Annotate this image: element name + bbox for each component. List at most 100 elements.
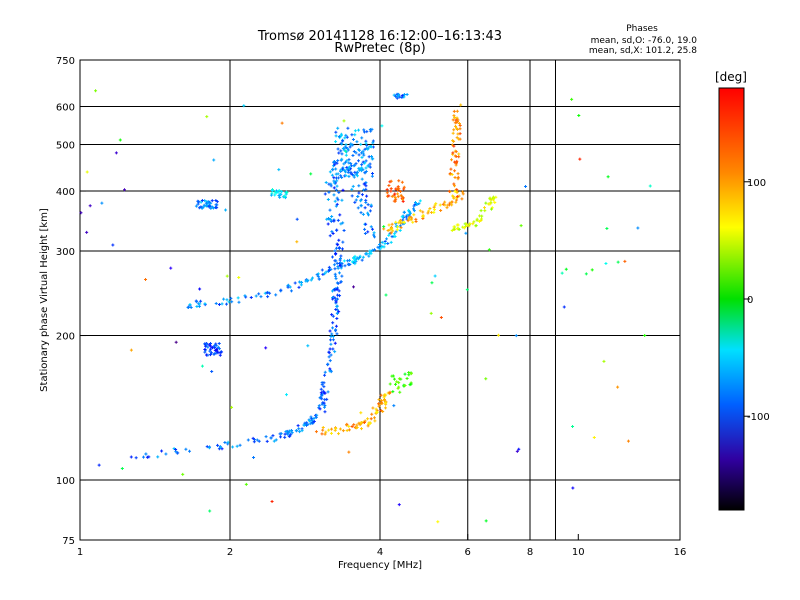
data-point: [517, 447, 521, 451]
data-point: [362, 182, 366, 186]
data-point: [465, 288, 469, 292]
data-point: [348, 145, 352, 149]
data-point: [200, 199, 204, 203]
data-point: [346, 148, 350, 152]
data-point: [337, 432, 341, 436]
data-point: [246, 438, 250, 442]
data-point: [443, 203, 447, 207]
data-point: [328, 369, 332, 373]
data-point: [343, 136, 347, 140]
data-point: [368, 209, 372, 213]
data-point: [332, 193, 336, 197]
data-point: [387, 194, 391, 198]
data-point: [342, 119, 346, 123]
data-point: [389, 189, 393, 193]
data-point: [346, 262, 350, 266]
data-point: [175, 451, 179, 455]
data-point: [407, 217, 411, 221]
data-point: [340, 175, 344, 179]
data-point: [571, 424, 575, 428]
data-point: [283, 194, 287, 198]
data-point: [362, 130, 366, 134]
data-point: [351, 137, 355, 141]
data-point: [295, 240, 299, 244]
data-point: [332, 179, 336, 183]
data-point: [364, 222, 368, 226]
data-point: [366, 211, 370, 215]
data-point: [429, 311, 433, 315]
data-point: [357, 153, 361, 157]
data-point: [326, 390, 330, 394]
data-point: [257, 439, 261, 443]
data-point: [389, 187, 393, 191]
data-point: [584, 272, 588, 276]
data-point: [461, 225, 465, 229]
data-point: [405, 213, 409, 217]
data-point: [374, 407, 378, 411]
data-point: [326, 222, 330, 226]
y-tick-label: 75: [62, 536, 75, 547]
data-point: [412, 204, 416, 208]
data-point: [402, 95, 406, 99]
data-point: [219, 350, 223, 354]
data-point: [323, 192, 327, 196]
data-point: [334, 130, 338, 134]
data-point: [397, 221, 401, 225]
data-point: [396, 192, 400, 196]
data-point: [369, 129, 373, 133]
data-point: [208, 200, 212, 204]
data-point: [360, 177, 364, 181]
data-point: [334, 251, 338, 255]
data-point: [199, 299, 203, 303]
y-tick-label: 500: [56, 141, 75, 152]
data-point: [450, 203, 454, 207]
data-point: [590, 268, 594, 272]
data-point: [217, 341, 221, 345]
data-point: [351, 143, 355, 147]
data-point: [338, 213, 342, 217]
data-point: [88, 204, 92, 208]
data-point: [299, 283, 303, 287]
data-point: [363, 171, 367, 175]
data-point: [317, 404, 321, 408]
data-point: [359, 211, 363, 215]
data-point: [296, 424, 300, 428]
data-point: [328, 359, 332, 363]
data-point: [289, 289, 293, 293]
data-point: [365, 194, 369, 198]
data-point: [370, 154, 374, 158]
data-point: [434, 202, 438, 206]
data-point: [334, 188, 338, 192]
data-point: [342, 228, 346, 232]
data-point: [353, 200, 357, 204]
data-point: [203, 350, 207, 354]
data-point: [452, 144, 456, 148]
data-point: [393, 232, 397, 236]
data-point: [412, 213, 416, 217]
data-point: [181, 472, 185, 476]
chart-title: Tromsø 20141128 16:12:00–16:13:43: [257, 29, 502, 44]
data-point: [455, 116, 459, 120]
data-point: [336, 293, 340, 297]
data-point: [389, 231, 393, 235]
data-point: [333, 350, 337, 354]
data-point: [393, 196, 397, 200]
data-point: [363, 147, 367, 151]
data-point: [393, 192, 397, 196]
data-point: [412, 207, 416, 211]
data-point: [354, 426, 358, 430]
data-point: [400, 180, 404, 184]
data-point: [144, 452, 148, 456]
data-point: [363, 206, 367, 210]
data-point: [335, 304, 339, 308]
x-tick-label: 4: [377, 547, 383, 558]
data-point: [451, 139, 455, 143]
data-point: [403, 383, 407, 387]
data-point: [377, 398, 381, 402]
data-point: [439, 316, 443, 320]
data-point: [329, 353, 333, 357]
data-point: [398, 224, 402, 228]
data-point: [395, 188, 399, 192]
data-point: [459, 103, 463, 107]
data-point: [347, 450, 351, 454]
